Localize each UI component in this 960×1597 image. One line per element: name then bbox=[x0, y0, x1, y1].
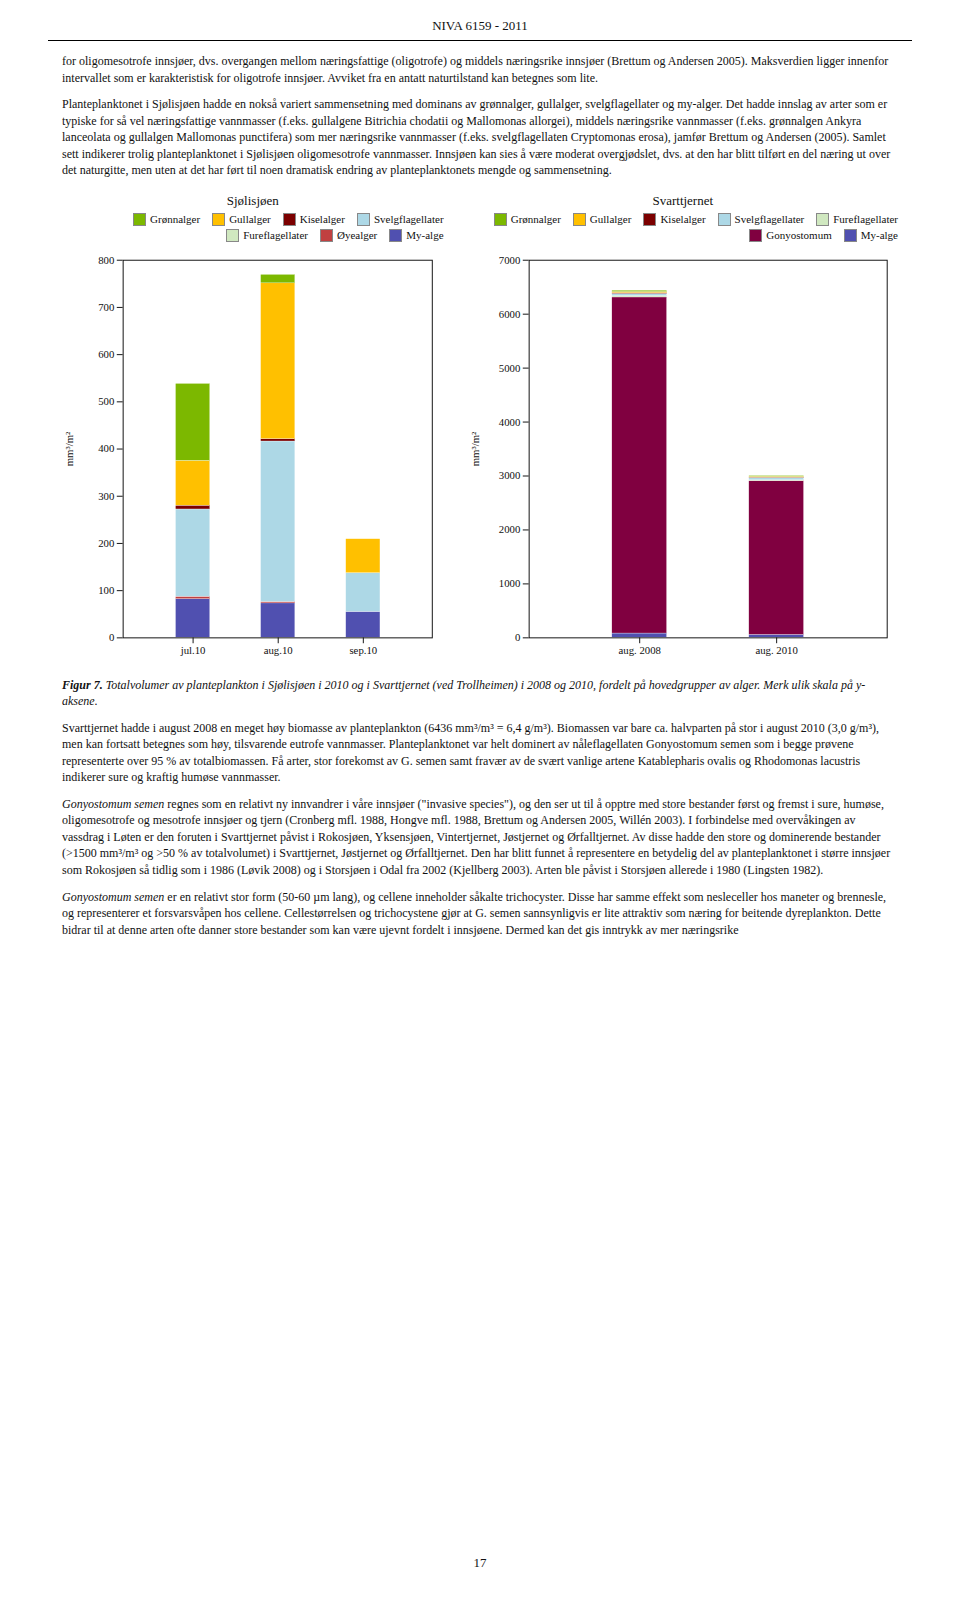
html-text:My-alge: My-alge bbox=[860, 229, 898, 242]
html-text:17: 17 bbox=[473, 1555, 487, 1570]
svg-text:400: 400 bbox=[98, 442, 114, 454]
svg-text:1000: 1000 bbox=[498, 577, 520, 589]
html-text:Grønnalger: Grønnalger bbox=[150, 213, 201, 226]
svg-text:5000: 5000 bbox=[498, 361, 520, 373]
html-text:Grønnalger: Grønnalger bbox=[510, 213, 561, 226]
svg-text:4000: 4000 bbox=[498, 415, 520, 427]
html-text:NIVA 6159 - 2011: NIVA 6159 - 2011 bbox=[432, 18, 528, 33]
svg-text:jul.10: jul.10 bbox=[180, 644, 206, 656]
svg-text:0: 0 bbox=[109, 631, 114, 643]
svg-text:aug.10: aug.10 bbox=[264, 644, 293, 656]
html-text:Fureflagellater: Fureflagellater bbox=[833, 213, 898, 226]
svg-text:500: 500 bbox=[98, 395, 114, 407]
html-text:Planteplanktonet i Sjølisjøen: Planteplanktonet i Sjølisjøen hadde en n… bbox=[62, 97, 891, 178]
svg-text:700: 700 bbox=[98, 301, 114, 313]
svg-text:mm³/m²: mm³/m² bbox=[469, 432, 481, 467]
html-text:Sjølisjøen: Sjølisjøen bbox=[226, 192, 279, 208]
svg-text:7000: 7000 bbox=[498, 254, 520, 266]
html-text:Gullalger: Gullalger bbox=[229, 213, 271, 226]
svg-text:aug. 2008: aug. 2008 bbox=[618, 644, 660, 656]
html-text:Svelgflagellater: Svelgflagellater bbox=[373, 213, 444, 226]
html-text:Gonyostomum: Gonyostomum bbox=[766, 229, 832, 242]
html-text:Øyealger: Øyealger bbox=[337, 229, 378, 242]
html-text:Gonyostomum semen regnes som e: Gonyostomum semen regnes som en relativt… bbox=[62, 796, 891, 877]
html-text:Gullalger: Gullalger bbox=[589, 213, 632, 226]
svg-text:100: 100 bbox=[98, 584, 114, 596]
html-text:Svarttjernet hadde i august 20: Svarttjernet hadde i august 2008 en mege… bbox=[62, 720, 879, 785]
html-text:Figur 7. Totalvolumer av plant: Figur 7. Totalvolumer av planteplankton … bbox=[62, 677, 866, 708]
html-text:Gonyostomum semen er en relati: Gonyostomum semen er en relativt stor fo… bbox=[62, 889, 887, 937]
html-text:Kiselalger: Kiselalger bbox=[660, 213, 706, 226]
svg-text:6000: 6000 bbox=[498, 307, 520, 319]
html-text:Fureflagellater: Fureflagellater bbox=[243, 229, 308, 242]
html-text:Svelgflagellater: Svelgflagellater bbox=[734, 213, 805, 226]
html-text:Svarttjernet: Svarttjernet bbox=[652, 192, 714, 208]
html-text:Kiselalger: Kiselalger bbox=[299, 213, 345, 226]
svg-text:200: 200 bbox=[98, 537, 114, 549]
html-text:for oligomesotrofe innsjøer, d: for oligomesotrofe innsjøer, dvs. overga… bbox=[62, 54, 889, 85]
svg-text:sep.10: sep.10 bbox=[349, 644, 377, 656]
svg-text:600: 600 bbox=[98, 348, 114, 360]
svg-text:aug. 2010: aug. 2010 bbox=[755, 644, 797, 656]
svg-text:2000: 2000 bbox=[498, 523, 520, 535]
svg-text:300: 300 bbox=[98, 490, 114, 502]
svg-text:3000: 3000 bbox=[498, 469, 520, 481]
svg-text:mm³/m²: mm³/m² bbox=[63, 432, 75, 467]
svg-text:800: 800 bbox=[98, 254, 114, 266]
html-text:My-alge: My-alge bbox=[406, 229, 444, 242]
svg-text:0: 0 bbox=[515, 631, 520, 643]
